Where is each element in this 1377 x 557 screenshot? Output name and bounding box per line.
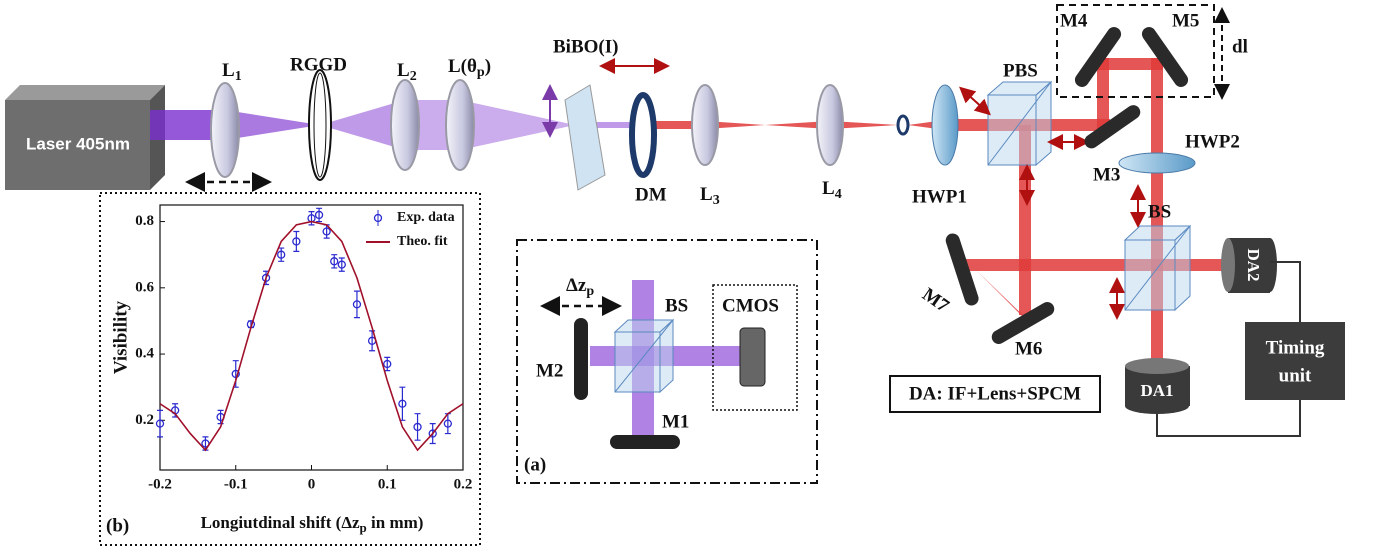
x-tick-label: -0.1: [224, 476, 248, 492]
x-tick-label: 0.1: [378, 476, 397, 492]
label: dl: [1232, 36, 1248, 57]
label: Δzp: [566, 275, 594, 299]
lens: [391, 80, 419, 170]
x-axis-label-part: in mm): [367, 513, 424, 532]
label: BS: [665, 295, 688, 316]
detector: DA1: [1125, 358, 1190, 414]
x-axis-label: Longiutdinal shift (Δzp in mm): [201, 513, 424, 535]
panel-tag: (b): [106, 515, 129, 536]
x-tick-label: 0: [308, 476, 316, 492]
label: HWP2: [1185, 131, 1240, 152]
pol-arrow: [965, 92, 985, 110]
lens: [692, 85, 718, 165]
bs-cube: [1125, 226, 1190, 310]
mirror: [574, 318, 588, 400]
label: HWP1: [912, 186, 967, 207]
setup-diagram: Laser 405nm DA2 DA1 Tim: [0, 0, 1377, 557]
label: M6: [1015, 338, 1042, 359]
x-axis-label-part: Longiutdinal shift (Δz: [201, 513, 360, 532]
label: L4: [822, 178, 842, 202]
lens: [817, 85, 843, 165]
detector-label: DA1: [1140, 381, 1173, 400]
timing-unit: [1245, 322, 1345, 400]
label: M4: [1060, 10, 1088, 31]
label: PBS: [1003, 60, 1038, 81]
bs-cube: [615, 320, 673, 392]
y-tick-label: 0.4: [135, 346, 154, 362]
cmos: [740, 328, 765, 386]
dm: [632, 95, 654, 175]
da-note: DA: IF+Lens+SPCM: [909, 383, 1081, 404]
legend-label: Exp. data: [397, 210, 455, 225]
label: (a): [524, 454, 546, 475]
label: M3: [1093, 164, 1120, 185]
pbs-cube: [988, 82, 1051, 165]
bibo-crystal: [565, 85, 605, 190]
legend-label: Theo. fit: [397, 234, 448, 249]
hwp: [932, 85, 958, 165]
x-tick-label: 0.2: [454, 476, 473, 492]
label: M1: [662, 411, 689, 432]
y-tick-label: 0.8: [135, 213, 154, 229]
mirror: [1139, 24, 1191, 89]
detector-label: DA2: [1244, 248, 1263, 281]
label: RGGD: [290, 54, 347, 75]
lens: [211, 83, 239, 177]
lens: [446, 80, 474, 170]
hwp: [1119, 153, 1195, 173]
aperture: [898, 116, 908, 134]
x-tick-label: -0.2: [148, 476, 172, 492]
laser: Laser 405nm: [5, 85, 165, 190]
timing-label: unit: [1279, 365, 1312, 386]
label: BS: [1148, 201, 1171, 222]
label: M7: [918, 284, 953, 317]
label: L1: [222, 60, 242, 84]
label: CMOS: [722, 295, 779, 316]
label: M2: [536, 360, 563, 381]
y-tick-label: 0.6: [135, 279, 154, 295]
label: DM: [635, 184, 667, 205]
rggd: [309, 70, 331, 180]
laser-label: Laser 405nm: [26, 134, 130, 153]
label: BiBO(I): [553, 36, 618, 57]
label: L3: [700, 184, 720, 208]
y-tick-label: 0.2: [135, 412, 154, 428]
detector: DA2: [1221, 238, 1277, 293]
timing-label: Timing: [1266, 337, 1325, 358]
label: L(θp): [448, 56, 491, 80]
label: M5: [1172, 10, 1199, 31]
mirror: [610, 435, 680, 449]
label: L2: [397, 60, 417, 84]
x-axis-label-part: p: [360, 520, 367, 535]
y-axis-label: Visibility: [110, 300, 131, 374]
